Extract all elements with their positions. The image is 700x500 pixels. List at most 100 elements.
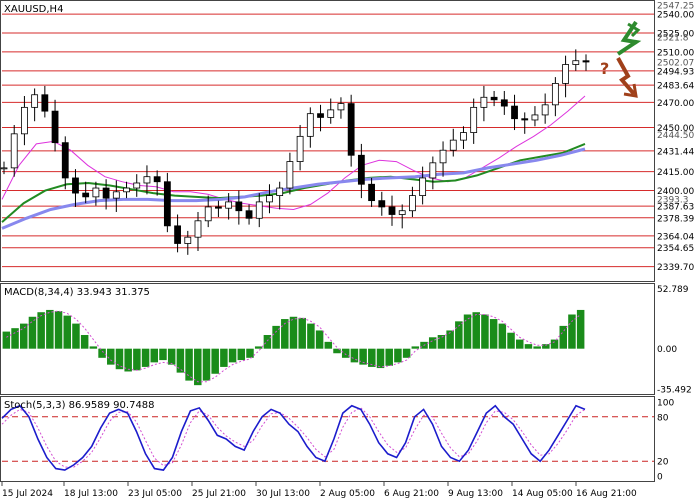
price-extra-label: 2547.25 bbox=[657, 1, 694, 11]
time-axis: 15 Jul 2024 18 Jul 13:00 23 Jul 05:00 25 Ju… bbox=[1, 482, 637, 499]
macd-bar bbox=[115, 348, 124, 370]
candle-body bbox=[0, 167, 8, 170]
price-tick-label: 2450.00 bbox=[657, 124, 694, 134]
price-extra-label: 2444.50 bbox=[657, 131, 694, 141]
candle-body bbox=[337, 103, 345, 111]
candle-body bbox=[245, 210, 253, 219]
price-tick-label: 2364.04 bbox=[657, 232, 694, 242]
up-arrow-head-icon bbox=[627, 22, 641, 38]
candle-body bbox=[357, 154, 365, 185]
macd-bar bbox=[246, 348, 254, 358]
symbol-label: XAUUSD,H4 bbox=[4, 4, 63, 15]
candle-body bbox=[419, 177, 427, 196]
candle-body bbox=[511, 105, 518, 120]
candle-body bbox=[449, 139, 457, 151]
time-tick-label: 30 Jul 13:00 bbox=[256, 489, 310, 499]
stoch-title: Stoch(5,3,3) 86.9589 90.7488 bbox=[4, 400, 155, 411]
time-tick-label: 25 Jul 21:00 bbox=[192, 489, 246, 499]
macd-bar bbox=[481, 314, 489, 349]
price-panel bbox=[0, 0, 655, 282]
candle-body bbox=[112, 191, 120, 199]
macd-bar bbox=[159, 348, 167, 361]
candle-body bbox=[490, 96, 498, 101]
macd-bar bbox=[385, 348, 393, 366]
price-candles bbox=[0, 49, 590, 255]
candle-body bbox=[347, 103, 355, 156]
macd-bar bbox=[428, 337, 437, 349]
candle-body bbox=[317, 113, 324, 118]
macd-bar bbox=[80, 335, 89, 349]
macd-bar bbox=[133, 348, 141, 371]
macd-panel bbox=[0, 283, 655, 395]
time-tick-label: 15 Jul 2024 bbox=[2, 489, 53, 499]
macd-bar bbox=[455, 321, 463, 349]
macd-bar bbox=[54, 311, 63, 349]
macd-bar bbox=[289, 316, 298, 349]
macd-bar bbox=[550, 339, 559, 349]
macd-bar bbox=[411, 346, 420, 349]
candle-body bbox=[10, 133, 18, 169]
forecast-annotations: ? bbox=[600, 20, 642, 98]
candle-body bbox=[31, 94, 39, 108]
macd-bar bbox=[72, 323, 80, 349]
candle-body bbox=[133, 182, 141, 189]
price-axis: 2540.00 2525.00 2510.00 2494.93 2483.64 2470.… bbox=[657, 1, 694, 273]
macd-bar bbox=[272, 325, 280, 349]
candle-body bbox=[51, 110, 59, 144]
down-arrow-head-icon bbox=[623, 83, 638, 98]
price-tick-label: 2415.00 bbox=[657, 168, 694, 178]
macd-bar bbox=[307, 323, 315, 349]
candle-body bbox=[123, 187, 130, 193]
macd-bar bbox=[28, 316, 37, 349]
candle-body bbox=[480, 96, 488, 108]
candle-body bbox=[388, 206, 396, 215]
macd-bar bbox=[568, 314, 576, 349]
macd-bar bbox=[98, 348, 106, 358]
macd-title: MACD(8,34,4) 33.943 31.375 bbox=[4, 287, 150, 298]
macd-bar bbox=[394, 348, 402, 363]
candle-body bbox=[72, 177, 79, 194]
macd-bar bbox=[376, 348, 385, 369]
macd-tick-label: 52.789 bbox=[657, 285, 689, 295]
macd-tick-label: 0.00 bbox=[657, 345, 677, 355]
macd-bar bbox=[185, 348, 193, 381]
macd-bar bbox=[402, 348, 411, 358]
price-extra-label: 2393.3 bbox=[657, 196, 689, 206]
candle-body bbox=[225, 201, 233, 209]
macd-bar bbox=[37, 312, 45, 349]
macd-bar bbox=[446, 330, 454, 349]
candle-body bbox=[21, 106, 28, 135]
price-tick-label: 2525.00 bbox=[657, 29, 694, 39]
stochastic-indicator: 100 80 20 0 bbox=[1, 399, 674, 483]
macd-bar bbox=[107, 348, 115, 365]
macd-bar bbox=[368, 348, 376, 367]
macd-bar bbox=[463, 314, 472, 349]
macd-bar bbox=[124, 348, 132, 372]
time-tick-label: 6 Aug 21:00 bbox=[384, 489, 439, 499]
candle-body bbox=[572, 60, 580, 65]
candle-body bbox=[215, 206, 222, 209]
question-mark-label: ? bbox=[600, 59, 609, 78]
moving-average-lines bbox=[1, 95, 586, 230]
stoch-tick-label: 100 bbox=[657, 399, 674, 409]
candle-body bbox=[235, 201, 243, 212]
time-tick-label: 16 Aug 21:00 bbox=[576, 489, 637, 499]
macd-bar bbox=[533, 346, 541, 349]
price-tick-label: 2400.00 bbox=[657, 187, 694, 197]
candle-body bbox=[460, 132, 467, 141]
macd-bar bbox=[315, 330, 324, 349]
candle-body bbox=[398, 210, 406, 215]
candle-body bbox=[61, 142, 69, 179]
stoch-main-line bbox=[1, 404, 586, 471]
macd-bar bbox=[524, 344, 533, 349]
moving-average-line bbox=[1, 142, 586, 223]
time-tick-label: 14 Aug 05:00 bbox=[512, 489, 573, 499]
candle-body bbox=[582, 60, 590, 63]
macd-bar bbox=[2, 331, 11, 349]
price-tick-label: 2431.44 bbox=[657, 147, 694, 157]
down-arrow-icon bbox=[616, 57, 636, 96]
candle-body bbox=[41, 94, 49, 112]
time-tick-label: 18 Jul 13:00 bbox=[64, 489, 118, 499]
candle-body bbox=[306, 113, 314, 137]
